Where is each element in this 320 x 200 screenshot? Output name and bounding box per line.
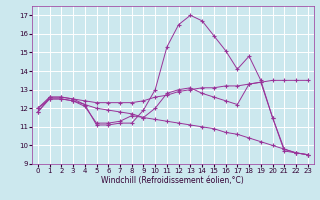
X-axis label: Windchill (Refroidissement éolien,°C): Windchill (Refroidissement éolien,°C)	[101, 176, 244, 185]
